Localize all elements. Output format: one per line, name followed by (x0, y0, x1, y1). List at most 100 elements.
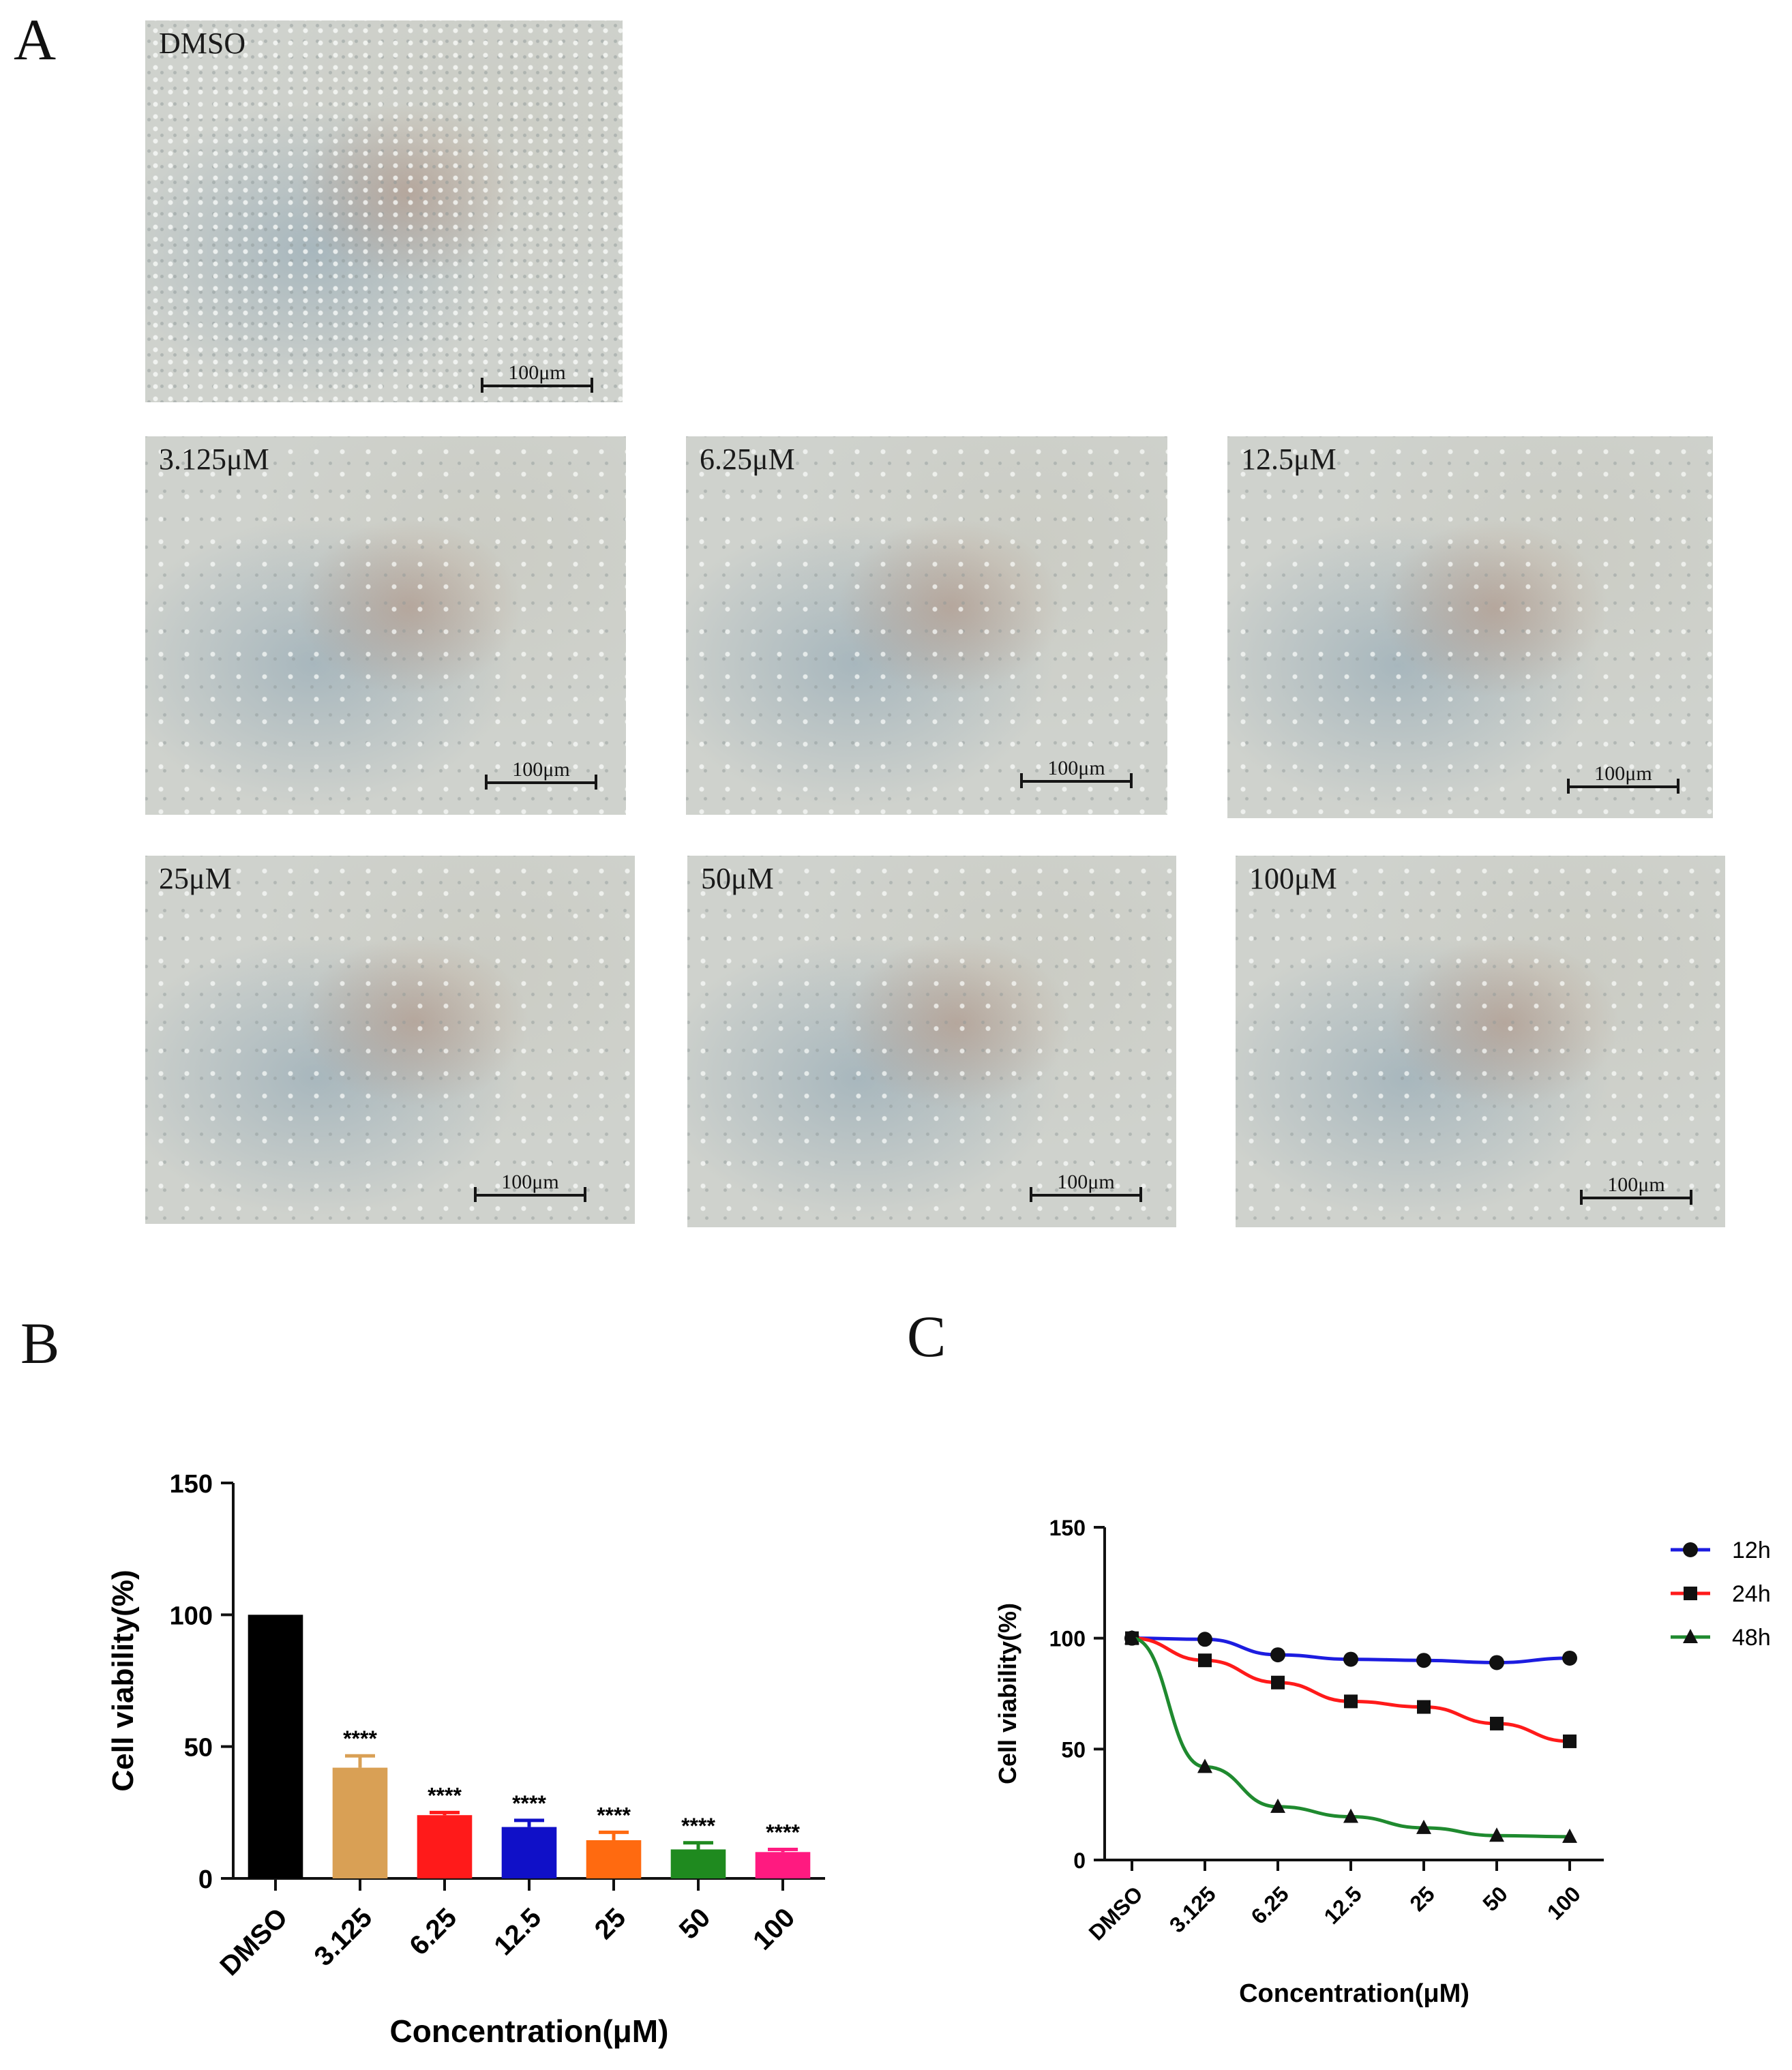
x-tick-label: DMSO (214, 1902, 293, 1981)
micrograph-50: 50μM 100μm (687, 856, 1176, 1227)
legend-label-12h: 12h (1732, 1537, 1771, 1563)
significance-label: **** (681, 1814, 715, 1838)
micrograph-label: 100μM (1249, 862, 1337, 895)
y-tick-label: 50 (184, 1734, 213, 1762)
scale-bar-text: 100μm (1594, 762, 1652, 785)
x-tick-label: 25 (1405, 1881, 1439, 1916)
x-tick-label: 3.125 (1165, 1881, 1221, 1937)
y-tick-label: 0 (198, 1865, 213, 1894)
series-48h (1124, 1630, 1577, 1843)
data-point-12h (1489, 1655, 1504, 1670)
x-tick-label: 50 (674, 1902, 717, 1945)
legend-label-48h: 48h (1732, 1625, 1771, 1651)
legend-marker-48h (1683, 1629, 1698, 1643)
x-tick-label: 12.5 (488, 1902, 547, 1961)
data-point-48h (1270, 1798, 1285, 1813)
series-line-48h (1131, 1636, 1570, 1839)
micrograph-100: 100μM 100μm (1236, 856, 1725, 1227)
data-point-48h (1343, 1808, 1358, 1823)
panel-letter-c: C (907, 1304, 946, 1369)
scale-bar-text: 100μm (1057, 1171, 1115, 1193)
x-tick-label: 100 (747, 1902, 801, 1955)
scale-bar-text: 100μm (1047, 757, 1105, 779)
data-point-48h (1489, 1827, 1504, 1842)
scale-bar-text: 100μm (512, 758, 570, 781)
significance-label: **** (766, 1820, 800, 1844)
x-tick-label: 3.125 (308, 1902, 378, 1972)
significance-label: **** (512, 1791, 546, 1816)
significance-label: **** (343, 1726, 377, 1751)
data-point-12h (1416, 1653, 1431, 1668)
scale-bar-text: 100μm (1607, 1173, 1665, 1196)
x-tick-label: DMSO (1084, 1881, 1148, 1945)
series-12h (1124, 1630, 1577, 1670)
data-point-12h (1197, 1632, 1212, 1647)
micrograph-label: 6.25μM (700, 442, 795, 476)
significance-label: **** (597, 1803, 631, 1827)
micrograph-dmso: DMSO 100μm (145, 20, 623, 402)
bar-DMSO (248, 1615, 303, 1878)
x-axis-title: Concentration(μM) (1239, 1979, 1469, 2008)
y-tick-label: 100 (1049, 1627, 1086, 1651)
data-point-24h (1198, 1653, 1212, 1668)
scale-bar: 100μm (474, 1171, 586, 1202)
data-point-24h (1271, 1675, 1285, 1690)
data-point-48h (1124, 1630, 1139, 1645)
y-axis-title: Cell viability(%) (994, 1603, 1021, 1784)
bar-25 (586, 1840, 642, 1878)
bar-3.125 (332, 1767, 388, 1878)
micrograph-label: 3.125μM (159, 442, 269, 476)
bar-50 (670, 1849, 726, 1878)
y-axis-title: Cell viability(%) (106, 1570, 140, 1791)
scale-bar: 100μm (1020, 757, 1133, 788)
legend-label-24h: 24h (1732, 1581, 1771, 1607)
legend-marker-12h (1683, 1542, 1698, 1557)
micrograph-label: 25μM (159, 862, 232, 895)
scale-bar-text: 100μm (501, 1171, 559, 1193)
panel-letter-a: A (14, 7, 57, 72)
scale-bar: 100μm (1580, 1173, 1692, 1205)
x-axis-title: Concentration(μM) (390, 2013, 669, 2049)
micrograph-6-25: 6.25μM 100μm (686, 436, 1167, 815)
scale-bar: 100μm (1030, 1171, 1142, 1202)
data-point-12h (1270, 1647, 1285, 1663)
micrograph-3-125: 3.125μM 100μm (145, 436, 626, 815)
x-tick-label: 12.5 (1319, 1881, 1366, 1928)
micrograph-label: DMSO (159, 27, 246, 60)
significance-label: **** (428, 1783, 462, 1807)
data-point-24h (1490, 1716, 1504, 1730)
scale-bar-text: 100μm (508, 361, 566, 384)
scale-bar: 100μm (485, 758, 597, 790)
micrograph-label: 12.5μM (1241, 442, 1336, 476)
scale-bar: 100μm (1567, 762, 1679, 794)
bar-6.25 (417, 1815, 473, 1878)
x-tick-label: 6.25 (1246, 1881, 1293, 1928)
y-tick-label: 150 (1049, 1516, 1086, 1540)
x-tick-label: 25 (589, 1902, 632, 1945)
data-point-24h (1563, 1734, 1577, 1748)
data-point-48h (1197, 1758, 1212, 1773)
line-chart-cell-viability: 0 50 100 150 DMSO 3.125 6.25 12.5 25 50 100 12h 24h 4… (994, 1516, 1771, 2008)
legend-marker-24h (1684, 1587, 1697, 1600)
panel-letter-b: B (20, 1310, 60, 1376)
data-point-48h (1416, 1819, 1431, 1834)
y-tick-label: 0 (1073, 1848, 1086, 1873)
data-point-48h (1562, 1828, 1577, 1843)
y-tick-label: 100 (170, 1602, 213, 1630)
y-tick-label: 150 (170, 1470, 213, 1499)
series-24h (1125, 1631, 1577, 1748)
x-tick-label: 100 (1542, 1881, 1585, 1924)
scale-bar: 100μm (481, 361, 593, 393)
bar-100 (755, 1852, 811, 1878)
bar-12.5 (501, 1827, 557, 1878)
data-point-24h (1344, 1694, 1358, 1709)
data-point-12h (1343, 1651, 1358, 1667)
micrograph-25: 25μM 100μm (145, 856, 635, 1224)
x-tick-label: 50 (1478, 1881, 1512, 1916)
y-tick-label: 50 (1061, 1737, 1086, 1762)
micrograph-label: 50μM (701, 862, 774, 895)
data-point-12h (1562, 1650, 1577, 1666)
micrograph-12-5: 12.5μM 100μm (1227, 436, 1713, 818)
data-point-24h (1417, 1700, 1431, 1714)
x-tick-label: 6.25 (404, 1902, 462, 1961)
